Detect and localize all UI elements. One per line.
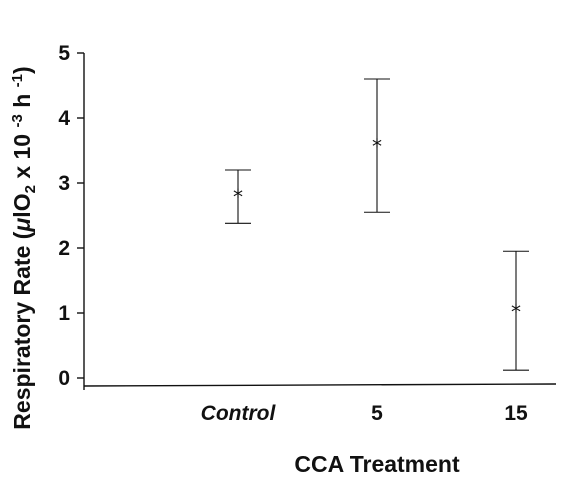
x-axis-line bbox=[83, 383, 557, 387]
mean-marker: * bbox=[372, 134, 382, 158]
y-axis-label-mu: μ bbox=[9, 218, 35, 233]
x-tick-label: 5 bbox=[371, 402, 383, 425]
y-tick-label: 5 bbox=[58, 42, 70, 65]
y-tick-label: 0 bbox=[58, 367, 70, 390]
y-tick-label: 3 bbox=[58, 172, 70, 195]
error-bar-group: * bbox=[503, 250, 529, 371]
y-axis-label-part2: lO bbox=[9, 193, 35, 217]
y-axis-label: Respiratory Rate (μlO2 x 10 -3 h -1) bbox=[9, 66, 39, 429]
error-bar-group: * bbox=[225, 169, 251, 224]
y-axis-label-superscript-1: -3 bbox=[9, 114, 26, 127]
y-ticks: 0 1 2 3 4 5 bbox=[58, 42, 84, 390]
y-axis-label-part1: Respiratory Rate ( bbox=[9, 231, 35, 429]
y-axis-label-part3: x 10 bbox=[9, 128, 35, 186]
error-bar-group: * bbox=[364, 78, 390, 213]
y-axis-label-superscript-2: -1 bbox=[9, 74, 26, 87]
y-axis-label-subscript: 2 bbox=[22, 185, 39, 193]
axes bbox=[83, 53, 557, 390]
x-tick-labels: Control 5 15 bbox=[201, 402, 528, 425]
y-axis-label-part5: ) bbox=[9, 66, 35, 74]
y-tick-label: 2 bbox=[58, 237, 70, 260]
mean-marker: * bbox=[511, 300, 521, 324]
x-axis-label: CCA Treatment bbox=[294, 451, 460, 477]
x-tick-label: Control bbox=[201, 402, 277, 425]
y-axis-label-part4: h bbox=[9, 87, 35, 114]
mean-marker: * bbox=[233, 185, 243, 209]
y-tick-label: 1 bbox=[58, 302, 70, 325]
y-tick-label: 4 bbox=[58, 107, 70, 130]
x-tick-label: 15 bbox=[504, 402, 528, 425]
series-points: * * * bbox=[225, 78, 529, 371]
